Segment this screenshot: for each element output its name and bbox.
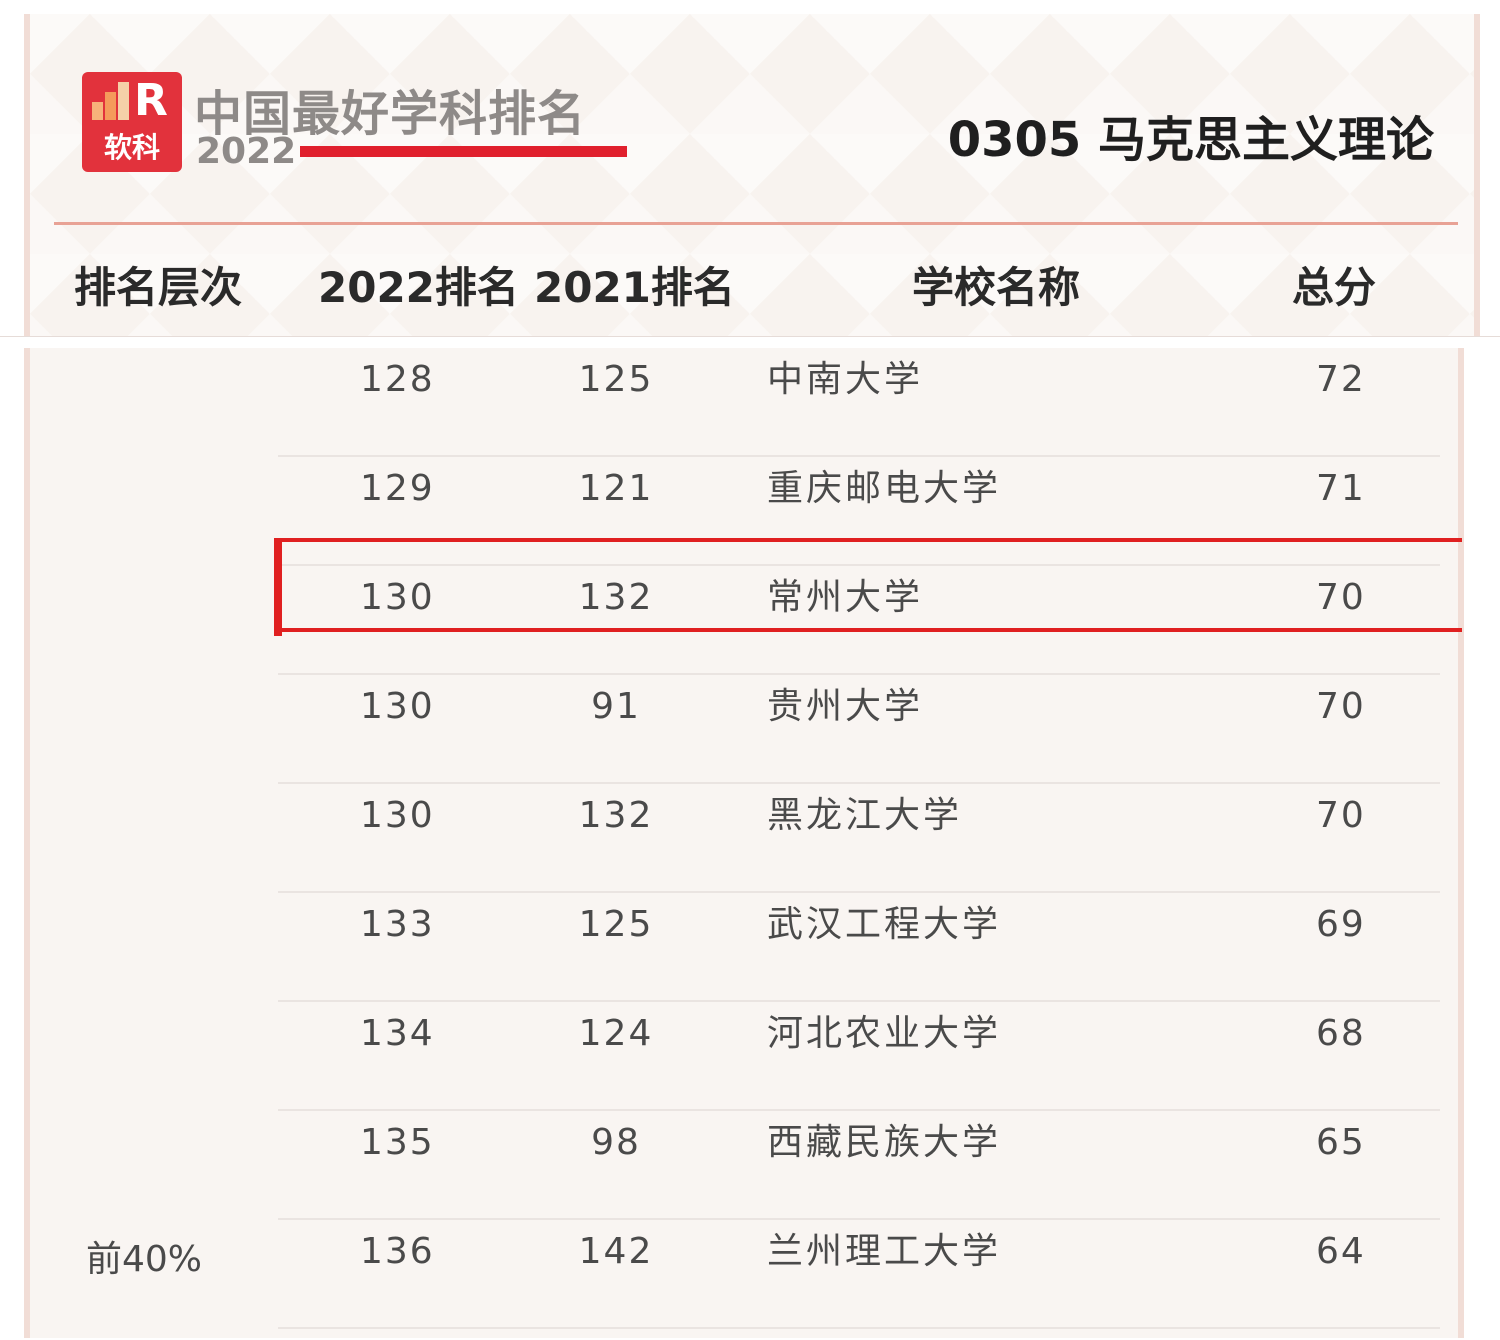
school-name: 兰州理工大学 [767,1231,1002,1272]
rank-2021: 142 [578,1231,654,1272]
rank-2021: 98 [591,1122,641,1163]
row-separator [278,1000,1440,1002]
row-separator [278,1327,1440,1329]
logo-bar-2 [105,92,116,120]
total-score: 65 [1316,1122,1366,1163]
table-row: 135 98 西藏民族大学 65 [30,1111,1470,1220]
rank-2021: 132 [578,795,654,836]
rank-2021: 132 [578,577,654,618]
rank-2021: 124 [578,1013,654,1054]
row-separator [278,782,1440,784]
rank-2022: 136 [360,1231,435,1272]
row-separator [278,564,1440,566]
rank-2022: 130 [360,795,435,836]
row-separator [278,673,1440,675]
total-score: 72 [1316,359,1366,400]
table-row: 136 142 兰州理工大学 64 [30,1220,1470,1329]
subject-title: 0305 马克思主义理论 [947,112,1434,168]
rank-2022: 130 [360,577,435,618]
rank-2021: 91 [591,686,641,727]
col-header-score: 总分 [1292,263,1377,312]
rank-2022: 130 [360,686,435,727]
school-name: 常州大学 [767,577,924,618]
logo-bar-1 [92,102,103,120]
col-header-tier: 排名层次 [74,263,243,312]
table-row: 129 121 重庆邮电大学 71 [30,457,1470,566]
table-row: 128 125 中南大学 72 [30,348,1470,457]
table-row: 130 91 贵州大学 70 [30,675,1470,784]
shanghairanking-logo: R 软科 [82,72,182,172]
rank-2021: 125 [578,904,654,945]
col-header-school: 学校名称 [912,263,1081,312]
row-separator [278,891,1440,893]
highlight-box [274,538,1462,632]
ranking-table: 128 125 中南大学 72 129 121 重庆邮电大学 71 130 13… [24,348,1464,1338]
total-score: 70 [1316,686,1366,727]
col-header-rank-2022: 2022排名 [318,263,519,312]
school-name: 河北农业大学 [767,1013,1002,1054]
brand-underline [300,146,627,157]
rank-2022: 135 [360,1122,435,1163]
header-rule [54,222,1458,225]
rank-2022: 134 [360,1013,435,1054]
total-score: 70 [1316,795,1366,836]
total-score: 69 [1316,904,1366,945]
rank-2022: 129 [360,468,435,509]
total-score: 68 [1316,1013,1366,1054]
rank-2022: 128 [360,359,435,400]
brand-year: 2022 [196,131,297,172]
table-row-highlighted: 130 132 常州大学 70 [30,566,1470,675]
logo-text: 软科 [103,131,160,164]
header-card: R 软科 中国最好学科排名 2022 0305 马克思主义理论 排名层次 202… [24,14,1480,336]
col-header-rank-2021: 2021排名 [534,263,735,312]
total-score: 64 [1316,1231,1366,1272]
brand-title: 中国最好学科排名 [194,86,587,142]
rank-2021: 121 [578,468,654,509]
rank-2022: 133 [360,904,435,945]
total-score: 70 [1316,577,1366,618]
table-row: 130 132 黑龙江大学 70 [30,784,1470,893]
school-name: 中南大学 [767,359,924,400]
school-name: 西藏民族大学 [767,1122,1002,1163]
tier-label: 前40% [86,1239,203,1280]
school-name: 贵州大学 [767,686,924,727]
school-name: 武汉工程大学 [767,904,1002,945]
rank-2021: 125 [578,359,654,400]
table-row: 133 125 武汉工程大学 69 [30,893,1470,1002]
total-score: 71 [1316,468,1366,509]
school-name: 黑龙江大学 [767,795,963,836]
row-separator [278,455,1440,457]
table-row: 134 124 河北农业大学 68 [30,1002,1470,1111]
highlight-left-bar [274,540,282,636]
logo-r-icon: R [134,75,168,126]
logo-bar-3 [118,82,129,120]
divider-strip [0,336,1500,348]
row-separator [278,1109,1440,1111]
row-separator [278,1218,1440,1220]
school-name: 重庆邮电大学 [767,468,1002,509]
